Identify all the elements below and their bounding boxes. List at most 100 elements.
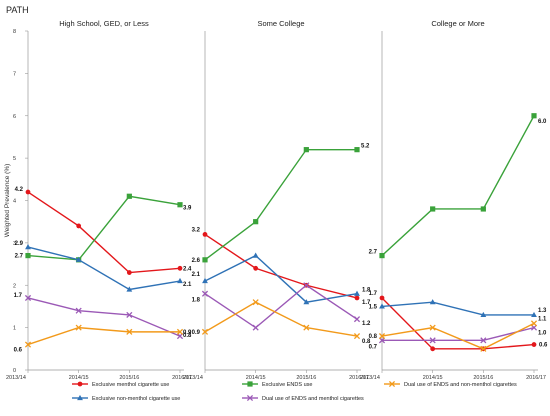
- data-point-dual_nonmenthol-stroke-b: [353, 333, 361, 340]
- data-label-end: 6.0: [538, 119, 547, 125]
- series-nonmenthol: 2.1 1.8: [192, 252, 371, 305]
- data-label-end: 1.7: [362, 300, 371, 306]
- legend-marker-dual_nonmenthol-stroke-b: [388, 380, 396, 388]
- data-point-nonmenthol: [354, 290, 360, 296]
- data-point-dual_nonmenthol: [126, 328, 133, 335]
- data-point-dual_menthol-stroke-b: [201, 290, 209, 297]
- data-point-dual_nonmenthol: [24, 341, 32, 348]
- y-tick-label: 1: [13, 326, 16, 332]
- data-point-menthol: [253, 265, 259, 271]
- data-point-menthol: [76, 223, 82, 229]
- data-point-dual_nonmenthol-stroke-b: [530, 320, 538, 327]
- data-label-end: 1.8: [362, 288, 371, 294]
- legend-marker-nonmenthol: [77, 394, 83, 401]
- data-point-dual_menthol-stroke-b: [303, 282, 310, 289]
- source-label: PATH: [6, 5, 29, 15]
- data-label-start: 0.6: [14, 348, 23, 354]
- y-axis-label: Weighted Prevalence (%): [4, 164, 11, 238]
- panel-title: High School, GED, or Less: [59, 19, 149, 28]
- legend-marker-menthol: [77, 381, 83, 387]
- data-point-ends: [25, 252, 31, 259]
- data-point-dual_nonmenthol-stroke-b: [75, 324, 82, 331]
- data-label-end: 0.6: [539, 343, 548, 349]
- data-point-dual_nonmenthol: [252, 299, 259, 306]
- series-menthol: 4.2 2.4: [15, 187, 192, 275]
- data-point-menthol: [126, 270, 132, 275]
- y-tick-label: 3: [13, 241, 16, 247]
- data-point-dual_nonmenthol-stroke-b: [201, 328, 209, 335]
- data-label-end: 2.4: [183, 266, 192, 272]
- data-label-start: 0.8: [369, 334, 378, 340]
- y-tick-label: 8: [13, 29, 16, 35]
- data-point-ends: [430, 206, 436, 212]
- data-label-end: 2.1: [183, 282, 192, 288]
- series-ends: 2.7 3.9: [15, 193, 192, 263]
- data-point-nonmenthol: [429, 299, 436, 305]
- data-point-dual_menthol: [353, 316, 361, 323]
- data-point-ends: [303, 147, 309, 153]
- data-point-menthol: [177, 265, 183, 271]
- chart-panels: High School, GED, or Less 0 1 2 3 4 5 6 7 8 Weight…: [4, 19, 548, 381]
- data-point-dual_menthol-stroke-b: [24, 294, 32, 302]
- series-dual_nonmenthol: 0.8 1.1: [369, 316, 547, 352]
- x-tick-label: 2015/16: [119, 375, 139, 381]
- data-label-start: 2.7: [15, 254, 24, 260]
- series-line-ends: [204, 148, 357, 261]
- data-point-menthol: [430, 346, 436, 352]
- legend-item-ends: Exclusive ENDS use: [242, 381, 312, 388]
- x-tick-label: 2013/14: [6, 375, 26, 381]
- data-point-nonmenthol: [379, 303, 385, 309]
- x-tick-label: 2016/17: [172, 375, 192, 381]
- data-point-nonmenthol: [75, 256, 82, 262]
- data-label-end: 1.1: [538, 316, 547, 322]
- legend-marker-dual_menthol: [246, 394, 254, 402]
- data-point-dual_menthol-stroke-b: [126, 311, 133, 318]
- data-point-nonmenthol: [25, 244, 31, 250]
- data-label-start: 2.1: [192, 272, 201, 278]
- y-tick-label: 4: [13, 199, 16, 205]
- data-label-start: 1.7: [14, 293, 23, 299]
- panel-2: College or More 2013/14 2014/15 2015/16 2016…: [360, 19, 548, 381]
- data-point-ends: [354, 147, 360, 153]
- data-point-dual_menthol-stroke-b: [75, 307, 82, 314]
- data-point-menthol: [25, 189, 31, 195]
- legend-label: Exclusive non-menthol cigarette use: [92, 396, 180, 402]
- x-tick-label: 2014/15: [69, 375, 89, 381]
- data-point-dual_nonmenthol: [530, 320, 538, 327]
- series-dual_nonmenthol: 0.6 0.9: [14, 324, 192, 354]
- data-point-dual_nonmenthol-stroke-b: [303, 324, 310, 331]
- x-tick-label: 2016/17: [526, 375, 546, 381]
- chart-legend: Exclusive menthol cigarette use Exclusive…: [72, 380, 517, 402]
- data-point-dual_menthol-stroke-b: [353, 316, 361, 323]
- data-point-dual_nonmenthol-stroke-b: [378, 333, 386, 340]
- data-point-nonmenthol: [252, 252, 259, 258]
- series-line-nonmenthol: [204, 254, 358, 303]
- x-tick-label: 2013/14: [183, 375, 203, 381]
- legend-item-nonmenthol: Exclusive non-menthol cigarette use: [72, 394, 180, 402]
- series-line-ends: [27, 195, 181, 261]
- x-tick-label: 2013/14: [360, 375, 380, 381]
- panel-1: Some College 2013/14 2014/15 2015/16 2016/17…: [183, 19, 371, 381]
- data-point-dual_menthol: [75, 307, 82, 314]
- data-point-dual_nonmenthol-stroke-b: [126, 328, 133, 335]
- data-point-dual_nonmenthol-stroke-b: [429, 324, 436, 331]
- x-tick-label: 2015/16: [473, 375, 493, 381]
- data-label-start: 2.9: [15, 241, 24, 247]
- y-tick-label: 5: [13, 156, 16, 162]
- data-label-start: 0.9: [192, 330, 201, 336]
- data-point-dual_nonmenthol-stroke-b: [24, 341, 32, 348]
- series-line-dual_menthol: [204, 284, 358, 329]
- data-point-dual_nonmenthol-stroke-b: [176, 328, 184, 335]
- panel-title: Some College: [257, 19, 304, 28]
- data-point-dual_menthol: [24, 294, 32, 302]
- data-point-dual_nonmenthol: [75, 324, 82, 331]
- series-line-dual_menthol: [382, 326, 535, 342]
- series-line-dual_nonmenthol: [204, 301, 358, 337]
- data-label-end: 1.3: [538, 308, 547, 314]
- series-line-menthol: [381, 297, 535, 350]
- series-line-menthol: [204, 233, 358, 299]
- data-label-start: 4.2: [15, 187, 24, 193]
- panel-title: College or More: [431, 19, 484, 28]
- data-point-dual_menthol-stroke-b: [252, 324, 259, 331]
